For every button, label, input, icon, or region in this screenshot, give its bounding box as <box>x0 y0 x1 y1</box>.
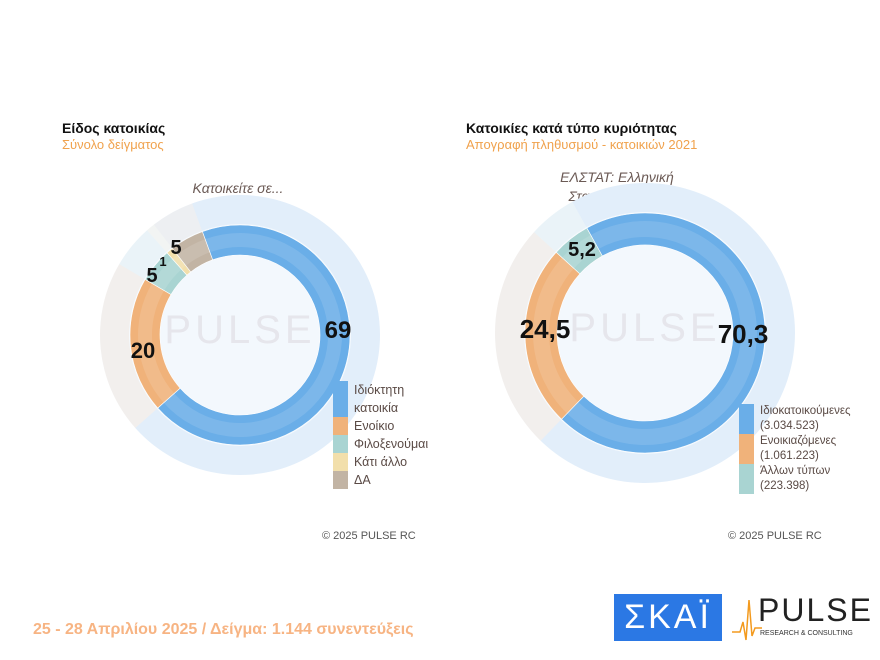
donut-segment-shine <box>567 221 757 445</box>
legend-swatch <box>739 434 754 464</box>
donut-segment-shine <box>562 235 599 269</box>
legend-swatch <box>333 381 348 417</box>
donut-segment-shine <box>172 254 186 270</box>
data-label: 20 <box>131 338 155 363</box>
legend-swatch <box>739 464 754 494</box>
chart1-question: Κατοικείτε σε... <box>192 180 284 196</box>
legend-label: Φιλοξενούμαι <box>354 437 429 451</box>
pulse-logo-sub: RESEARCH & CONSULTING <box>760 630 853 637</box>
chart1-title: Είδος κατοικίας <box>62 120 166 136</box>
legend-swatch <box>333 453 348 471</box>
legend-item: Ενοίκιο <box>333 417 449 435</box>
donut-segment-1 <box>561 212 766 454</box>
footer-survey-info: 25 - 28 Απριλίου 2025 / Δείγμα: 1.144 συ… <box>33 621 414 638</box>
donut-halo-segment <box>100 264 157 428</box>
pulse-watermark: PULSE <box>164 308 315 352</box>
legend-swatch <box>333 471 348 489</box>
donut-halo-segment <box>119 230 167 279</box>
chart1-subtitle: Σύνολο δείγματος <box>62 137 164 152</box>
donut-segment-shine <box>163 233 342 437</box>
legend-item: Ιδιοκατοικούμενες (3.034.523) <box>739 404 860 434</box>
pulse-wave-icon <box>732 599 762 641</box>
legend-swatch <box>739 404 754 434</box>
legend-label: Κάτι άλλο <box>354 455 408 469</box>
pulse-logo: PULSE RESEARCH & CONSULTING <box>732 592 871 642</box>
donut-halo-segment <box>494 232 561 441</box>
legend-label: Ενοίκιο <box>354 419 395 433</box>
donut-segment-shine <box>533 257 579 414</box>
pulse-logo-text: PULSE <box>758 592 873 628</box>
legend-item: Ιδιόκτητη κατοικία <box>333 381 449 417</box>
donut-segment-shine <box>177 239 210 266</box>
donut-halo-segment <box>147 224 172 252</box>
legend-item: ΔΑ <box>333 471 449 489</box>
data-label: 5 <box>146 265 157 287</box>
legend-label: Ιδιοκατοικούμενες (3.034.523) <box>760 405 851 432</box>
legend-item: Κάτι άλλο <box>333 453 449 471</box>
donut-segment-3 <box>555 227 603 275</box>
legend-item: Φιλοξενούμαι <box>333 435 449 453</box>
donut-segment-shine <box>137 283 175 403</box>
data-label: 5,2 <box>568 239 596 261</box>
donut-segment-5 <box>171 231 214 273</box>
chart2-legend: Ιδιοκατοικούμενες (3.034.523) Ενοικιαζόμε… <box>739 404 860 494</box>
legend-swatch <box>333 417 348 435</box>
donut-segment-1 <box>157 224 351 446</box>
legend-label: Ενοικιαζόμενες (1.061.223) <box>760 435 837 462</box>
data-label: 69 <box>325 317 352 344</box>
legend-item: Άλλων τύπων (223.398) <box>739 464 860 494</box>
legend-swatch <box>333 435 348 453</box>
data-label: 1 <box>159 254 166 269</box>
chart1-copyright: © 2025 PULSE RC <box>322 530 416 542</box>
data-label: 5 <box>170 237 181 259</box>
donut-segment-shine <box>152 258 182 291</box>
chart2-subtitle: Απογραφή πληθυσμού - κατοικιών 2021 <box>466 137 698 152</box>
pulse-watermark: PULSE <box>569 306 720 350</box>
legend-label: Άλλων τύπων (223.398) <box>760 465 831 492</box>
legend-item: Ενοικιαζόμενες (1.061.223) <box>739 434 860 464</box>
skai-logo: ΣΚΑΪ <box>614 594 722 641</box>
chart2-copyright: © 2025 PULSE RC <box>728 530 822 542</box>
donut-halo-segment <box>153 203 203 248</box>
data-label: 24,5 <box>520 314 571 344</box>
legend-label: Ιδιόκτητη κατοικία <box>354 383 405 415</box>
data-label: 70,3 <box>718 319 769 349</box>
donut-halo-segment <box>534 201 587 252</box>
donut-halo-segment <box>135 195 380 475</box>
chart1-legend: Ιδιόκτητη κατοικία Ενοίκιο Φιλοξενούμαι Κάτ… <box>333 381 449 489</box>
donut-halo-segment <box>540 183 796 483</box>
chart2-title: Κατοικίες κατά τύπο κυριότητας <box>466 120 677 136</box>
legend-label: ΔΑ <box>354 473 371 487</box>
